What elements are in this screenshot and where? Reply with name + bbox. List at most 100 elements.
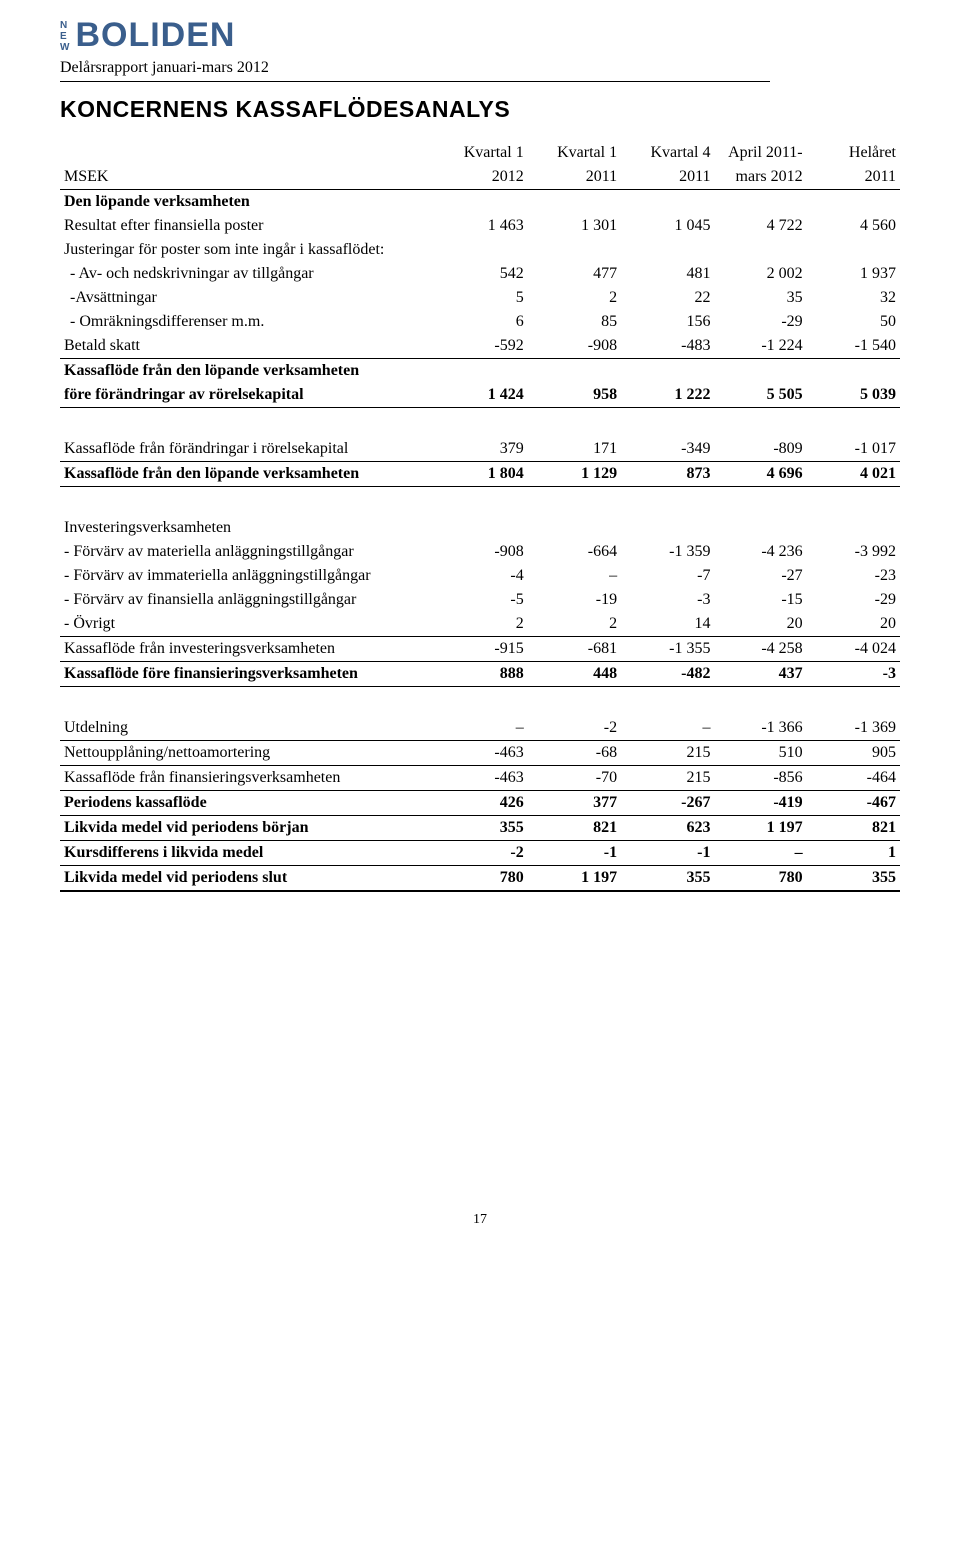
cell: [621, 190, 714, 215]
table-row: Nettoupplåning/nettoamortering-463-68215…: [60, 741, 900, 766]
cell: 4 722: [714, 214, 806, 238]
table-row: - Förvärv av materiella anläggningstillg…: [60, 540, 900, 564]
cell: [807, 359, 900, 384]
cell: 780: [434, 866, 527, 892]
report-subheading: Delårsrapport januari-mars 2012: [60, 53, 770, 82]
col-h4-top: April 2011-: [714, 141, 806, 165]
table-spacer: [60, 408, 900, 438]
row-label: Kassaflöde från den löpande verksamheten: [60, 462, 434, 487]
cell: [528, 359, 621, 384]
table-row: Betald skatt-592-908-483-1 224-1 540: [60, 334, 900, 359]
cell: [528, 190, 621, 215]
cell: [714, 190, 806, 215]
col-h1-top: Kvartal 1: [434, 141, 527, 165]
col-h2-top: Kvartal 1: [528, 141, 621, 165]
table-row: -Avsättningar52223532: [60, 286, 900, 310]
cell: -463: [434, 766, 527, 791]
table-row: Kassaflöde från den löpande verksamheten…: [60, 462, 900, 487]
table-row: Kassaflöde före finansieringsverksamhete…: [60, 662, 900, 687]
cell: [434, 238, 527, 262]
row-label: Likvida medel vid periodens början: [60, 816, 434, 841]
cell: 1 937: [807, 262, 900, 286]
cell: -15: [714, 588, 806, 612]
col-h2-bottom: 2011: [528, 165, 621, 190]
table-row: Justeringar för poster som inte ingår i …: [60, 238, 900, 262]
cell: 477: [528, 262, 621, 286]
table-body: Den löpande verksamhetenResultat efter f…: [60, 190, 900, 892]
cell: 1 197: [528, 866, 621, 892]
cell: 5: [434, 286, 527, 310]
cell: -7: [621, 564, 714, 588]
row-label: - Förvärv av immateriella anläggningstil…: [60, 564, 434, 588]
cell: 1 463: [434, 214, 527, 238]
row-label: Kassaflöde före finansieringsverksamhete…: [60, 662, 434, 687]
table-row: - Förvärv av immateriella anläggningstil…: [60, 564, 900, 588]
cell: -1 369: [807, 716, 900, 741]
cell: 1 129: [528, 462, 621, 487]
row-label: före förändringar av rörelsekapital: [60, 383, 434, 408]
cell: [434, 190, 527, 215]
cell: -4 258: [714, 637, 806, 662]
cell: 510: [714, 741, 806, 766]
table-row: Utdelning–-2–-1 366-1 369: [60, 716, 900, 741]
cell: -4 024: [807, 637, 900, 662]
row-label: Kassaflöde från förändringar i rörelseka…: [60, 437, 434, 462]
cell: 14: [621, 612, 714, 637]
col-h4-bottom: mars 2012: [714, 165, 806, 190]
cell: -68: [528, 741, 621, 766]
spacer-cell: [60, 687, 900, 717]
cell: -1 017: [807, 437, 900, 462]
cell: 821: [807, 816, 900, 841]
row-label: Kassaflöde från den löpande verksamheten: [60, 359, 434, 384]
brand-new-letter: W: [60, 42, 69, 53]
row-label: -Avsättningar: [60, 286, 434, 310]
cell: 6: [434, 310, 527, 334]
cell: 1 197: [714, 816, 806, 841]
cell: -23: [807, 564, 900, 588]
table-row: Kassaflöde från den löpande verksamheten: [60, 359, 900, 384]
cell: -2: [528, 716, 621, 741]
cell: –: [528, 564, 621, 588]
cell: -29: [807, 588, 900, 612]
cell: 542: [434, 262, 527, 286]
cell: -27: [714, 564, 806, 588]
cashflow-table: Kvartal 1 Kvartal 1 Kvartal 4 April 2011…: [60, 141, 900, 892]
table-header-row-1: Kvartal 1 Kvartal 1 Kvartal 4 April 2011…: [60, 141, 900, 165]
col-h5-bottom: 2011: [807, 165, 900, 190]
cell: 2: [528, 612, 621, 637]
cell: [528, 238, 621, 262]
cell: 623: [621, 816, 714, 841]
cell: -19: [528, 588, 621, 612]
table-spacer: [60, 687, 900, 717]
cell: 5 505: [714, 383, 806, 408]
cell: 85: [528, 310, 621, 334]
col-h3-bottom: 2011: [621, 165, 714, 190]
cell: -3: [807, 662, 900, 687]
cell: -915: [434, 637, 527, 662]
cell: 821: [528, 816, 621, 841]
cell: -1 366: [714, 716, 806, 741]
cell: [807, 190, 900, 215]
cell: 437: [714, 662, 806, 687]
row-label: Nettoupplåning/nettoamortering: [60, 741, 434, 766]
cell: 4 696: [714, 462, 806, 487]
cell: 355: [434, 816, 527, 841]
cell: -3 992: [807, 540, 900, 564]
table-row: - Övrigt22142020: [60, 612, 900, 637]
brand-logo: N E W BOLIDEN: [60, 20, 900, 53]
cell: 1: [807, 841, 900, 866]
cell: [528, 516, 621, 540]
cell: -1 540: [807, 334, 900, 359]
row-label: Betald skatt: [60, 334, 434, 359]
cell: -5: [434, 588, 527, 612]
table-row: Den löpande verksamheten: [60, 190, 900, 215]
cell: 481: [621, 262, 714, 286]
cell: -70: [528, 766, 621, 791]
cell: -464: [807, 766, 900, 791]
cell: -908: [528, 334, 621, 359]
spacer-cell: [60, 487, 900, 517]
col-h5-top: Helåret: [807, 141, 900, 165]
cell: 905: [807, 741, 900, 766]
cell: 780: [714, 866, 806, 892]
cell: -1: [528, 841, 621, 866]
